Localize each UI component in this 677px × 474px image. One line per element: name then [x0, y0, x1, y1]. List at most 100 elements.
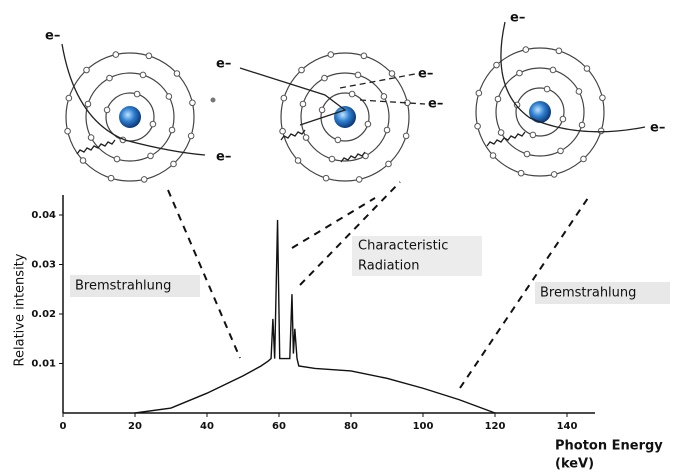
electron-label: e–: [216, 150, 231, 165]
electron: [107, 75, 113, 81]
electron: [490, 153, 496, 159]
nucleus: [529, 101, 551, 123]
x-axis-label: (keV): [555, 457, 594, 472]
electron: [281, 95, 287, 101]
y-tick-label: 0.03: [31, 260, 56, 271]
electron: [517, 70, 523, 76]
electron: [584, 66, 590, 72]
electron-label: e–: [216, 57, 231, 72]
electron: [134, 91, 140, 97]
decor: [65, 47, 605, 182]
electron-path: [360, 100, 425, 104]
x-tick-label: 120: [485, 421, 506, 432]
electron: [524, 151, 530, 157]
electron: [550, 67, 556, 73]
electron-label: e–: [510, 11, 525, 26]
electron: [403, 133, 409, 139]
electron: [319, 107, 325, 113]
electron: [381, 94, 387, 100]
electron: [113, 52, 119, 58]
x-tick-label: 0: [60, 421, 67, 432]
electron: [114, 156, 120, 162]
x-tick-label: 40: [200, 421, 214, 432]
electron: [558, 148, 564, 154]
electron: [280, 128, 286, 134]
electron: [171, 161, 177, 167]
electron: [581, 156, 587, 162]
electron: [495, 96, 501, 102]
annotation: Characteristic: [358, 239, 448, 254]
electron: [518, 170, 524, 176]
electron: [389, 71, 395, 77]
electron: [141, 177, 147, 183]
x-tick-label: 100: [413, 421, 434, 432]
electron: [349, 91, 355, 97]
electron-label: e–: [418, 67, 433, 82]
electron: [355, 72, 361, 78]
electron: [551, 172, 557, 178]
electron: [498, 130, 504, 136]
electron: [300, 101, 306, 107]
chart: Bremstrahlung Characteristic Radiation B…: [0, 0, 677, 474]
electron: [66, 95, 72, 101]
electron: [579, 122, 585, 128]
electron: [303, 135, 309, 141]
electron: [386, 161, 392, 167]
electron: [384, 127, 390, 133]
electron: [544, 86, 550, 92]
electron: [494, 62, 500, 68]
electron: [84, 67, 90, 73]
annotation: Bremstrahlung: [540, 286, 636, 301]
electron: [523, 47, 529, 53]
electron-label: e–: [428, 97, 443, 112]
electron: [323, 175, 329, 181]
electron: [108, 175, 114, 181]
electron-path: [501, 22, 645, 132]
electron-path: [62, 44, 205, 155]
y-tick-label: 0.01: [31, 359, 56, 370]
electron: [188, 133, 194, 139]
electron: [166, 94, 172, 100]
electron-path: [340, 74, 415, 88]
annotation: Radiation: [358, 259, 419, 274]
electron: [329, 156, 335, 162]
electron: [148, 153, 154, 159]
electron: [146, 53, 152, 59]
electron: [328, 52, 334, 58]
x-tick-label: 60: [272, 421, 286, 432]
electron: [65, 128, 71, 134]
electron: [598, 128, 604, 134]
electron: [530, 132, 536, 138]
electron: [169, 127, 175, 133]
x-tick-label: 20: [128, 421, 142, 432]
electron: [80, 158, 86, 164]
electron: [140, 72, 146, 78]
electron: [299, 67, 305, 73]
electron: [560, 116, 566, 122]
y-tick-label: 0.02: [31, 309, 56, 320]
electron: [150, 121, 156, 127]
electron: [174, 71, 180, 77]
photon: [487, 132, 525, 146]
electron: [576, 89, 582, 95]
nucleus: [119, 106, 141, 128]
electron: [556, 48, 562, 54]
electron: [335, 137, 341, 143]
electron: [295, 158, 301, 164]
electron: [322, 75, 328, 81]
electron: [104, 107, 110, 113]
photon: [77, 140, 115, 154]
electron: [600, 95, 606, 101]
electron: [365, 121, 371, 127]
dashed-line: [168, 190, 240, 358]
electron: [356, 177, 362, 183]
electron: [88, 135, 94, 141]
y-tick-label: 0.04: [31, 210, 56, 221]
x-tick-label: 140: [557, 421, 578, 432]
free-electron: [211, 98, 216, 103]
electron: [85, 101, 91, 107]
annotation: Bremstrahlung: [75, 279, 171, 294]
electron: [361, 53, 367, 59]
electron-label: e–: [650, 121, 665, 136]
electron-label: e–: [45, 29, 60, 44]
